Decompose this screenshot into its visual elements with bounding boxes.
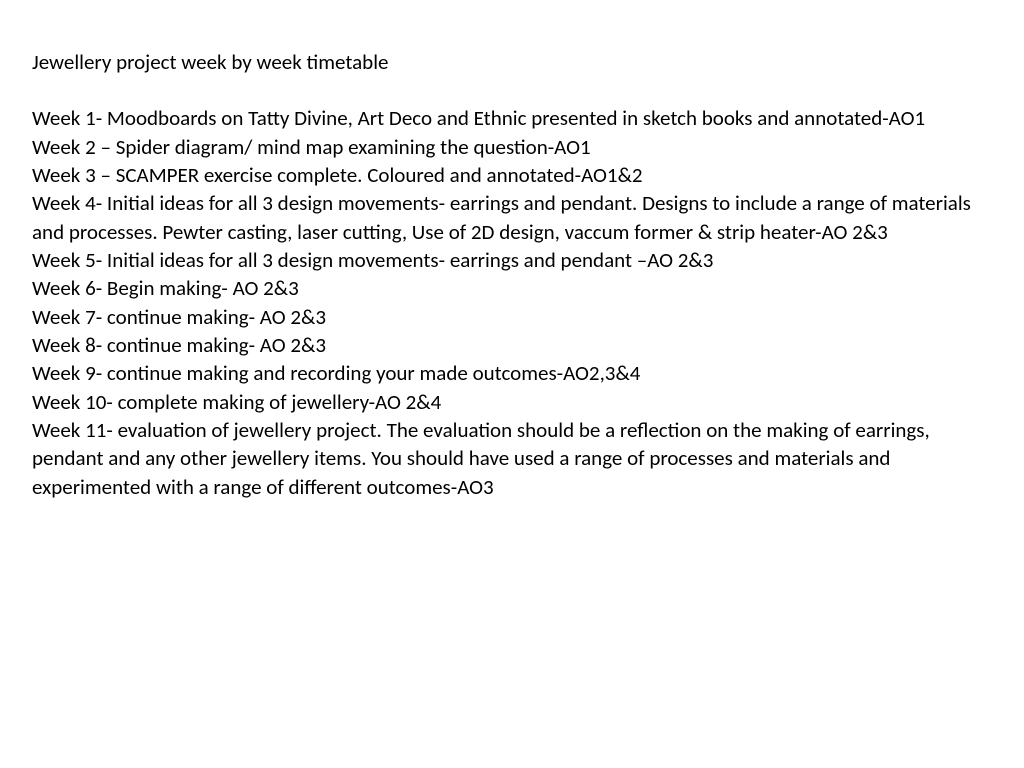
week-item: Week 2 – Spider diagram/ mind map examin…: [32, 133, 992, 161]
week-item: Week 10- complete making of jewellery-AO…: [32, 388, 992, 416]
week-item: Week 5- Initial ideas for all 3 design m…: [32, 246, 992, 274]
week-item: Week 8- continue making- AO 2&3: [32, 331, 992, 359]
week-item: Week 1- Moodboards on Tatty Divine, Art …: [32, 104, 992, 132]
document-title: Jewellery project week by week timetable: [32, 48, 992, 76]
week-item: Week 6- Begin making- AO 2&3: [32, 274, 992, 302]
week-item: Week 4- Initial ideas for all 3 design m…: [32, 189, 992, 246]
document-body: Week 1- Moodboards on Tatty Divine, Art …: [32, 104, 992, 501]
week-item: Week 9- continue making and recording yo…: [32, 359, 992, 387]
week-item: Week 7- continue making- AO 2&3: [32, 303, 992, 331]
week-item: Week 11- evaluation of jewellery project…: [32, 416, 992, 501]
week-item: Week 3 – SCAMPER exercise complete. Colo…: [32, 161, 992, 189]
